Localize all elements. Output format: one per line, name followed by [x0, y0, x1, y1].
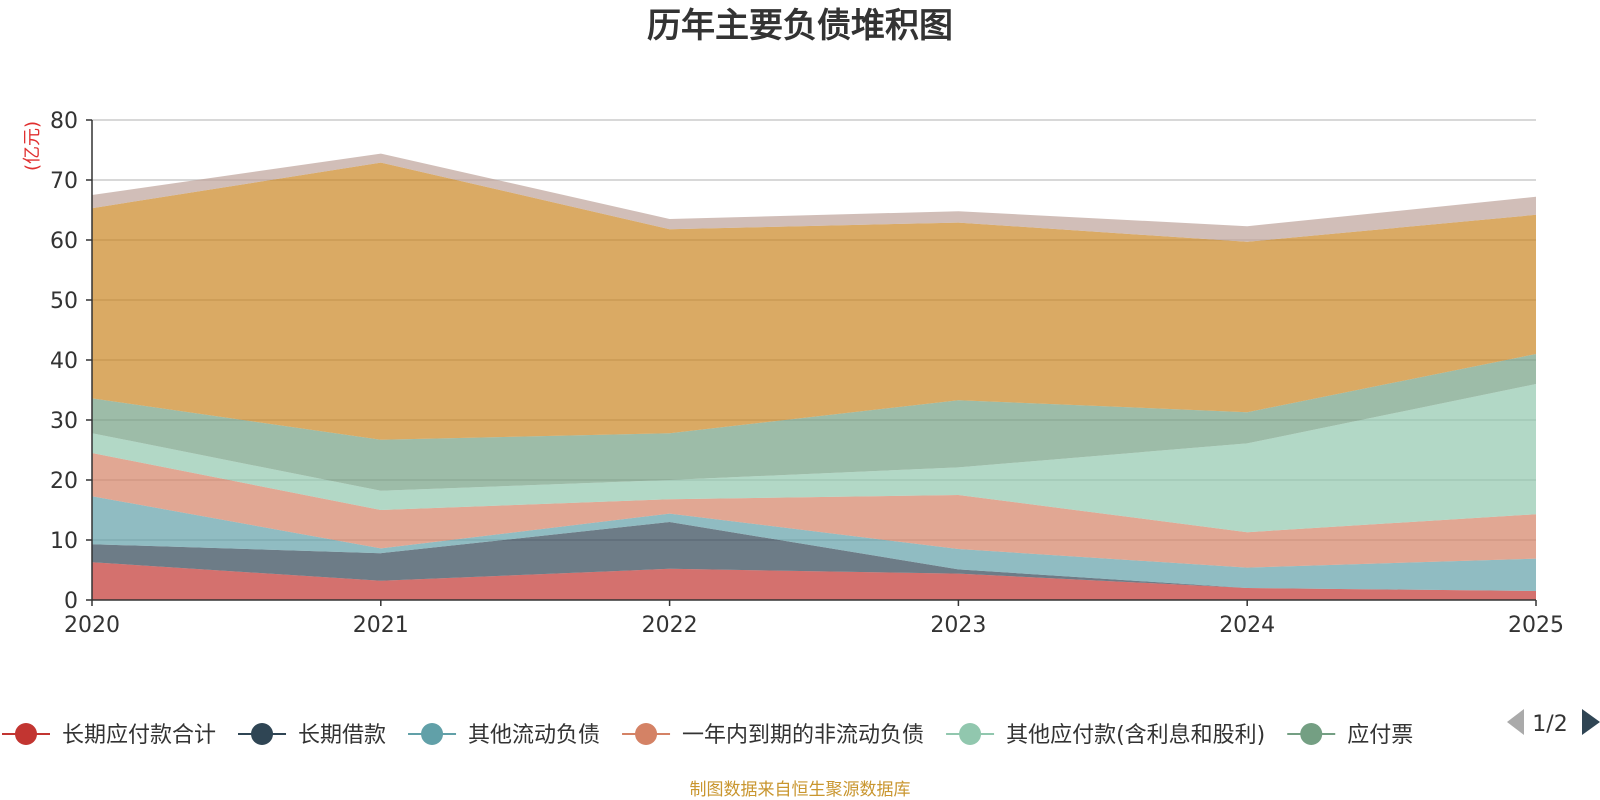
y-tick-label: 40	[50, 349, 78, 374]
legend-item[interactable]: 其他流动负债	[408, 723, 600, 748]
legend-swatch-icon	[959, 723, 982, 745]
legend-swatch-icon	[251, 723, 274, 745]
y-tick-label: 10	[50, 529, 78, 554]
legend-label: 长期借款	[298, 723, 386, 748]
legend-label: 应付票	[1347, 723, 1413, 748]
data-source-note: 制图数据来自恒生聚源数据库	[690, 780, 911, 800]
stacked-areas	[92, 153, 1536, 600]
y-tick-label: 20	[50, 469, 78, 494]
legend-items: 长期应付款合计 长期借款 其他流动负债 一年内到期的非流动负债 其他应付款(含利息和股利…	[2, 723, 1413, 748]
area-series-7[interactable]	[92, 153, 1536, 242]
area-series-3[interactable]	[92, 453, 1536, 568]
area-series-5[interactable]	[92, 354, 1536, 491]
legend-page-indicator: 1/2	[1532, 712, 1567, 737]
legend: 长期应付款合计 长期借款 其他流动负债 一年内到期的非流动负债 其他应付款(含利息和股利…	[2, 723, 1413, 748]
y-axis-unit-label: (亿元)	[22, 121, 43, 171]
area-series-0[interactable]	[92, 562, 1536, 600]
legend-swatch-icon	[421, 723, 444, 745]
legend-next-page-icon[interactable]	[1582, 709, 1600, 735]
legend-label: 其他流动负债	[468, 723, 600, 748]
x-tick-label: 2023	[930, 613, 986, 638]
x-tick-label: 2021	[353, 613, 409, 638]
chart-title: 历年主要负债堆积图	[647, 6, 953, 46]
legend-label: 其他应付款(含利息和股利)	[1006, 723, 1265, 748]
y-tick-label: 60	[50, 229, 78, 254]
legend-label: 一年内到期的非流动负债	[682, 723, 924, 748]
y-tick-label: 30	[50, 409, 78, 434]
legend-item[interactable]: 一年内到期的非流动负债	[622, 723, 924, 748]
y-tick-label: 80	[50, 109, 78, 134]
legend-prev-page-icon[interactable]	[1507, 709, 1524, 735]
axes: 0 10 20 30 40 50 60 70 80 2020 2021 2022 2023 2024 202…	[50, 109, 1564, 638]
y-tick-label: 70	[50, 169, 78, 194]
legend-item[interactable]: 长期借款	[238, 723, 386, 748]
legend-pager: 1/2	[1507, 709, 1600, 737]
area-series-6[interactable]	[92, 162, 1536, 440]
area-series-1[interactable]	[92, 522, 1536, 591]
legend-label: 长期应付款合计	[62, 723, 216, 748]
legend-swatch-icon	[15, 723, 37, 745]
area-series-4[interactable]	[92, 384, 1536, 533]
x-tick-label: 2024	[1219, 613, 1275, 638]
area-series-2[interactable]	[92, 496, 1536, 591]
x-tick-label: 2022	[642, 613, 698, 638]
legend-swatch-icon	[1300, 723, 1323, 745]
legend-item[interactable]: 应付票	[1287, 723, 1413, 748]
x-tick-label: 2025	[1508, 613, 1564, 638]
legend-item[interactable]: 长期应付款合计	[2, 723, 216, 748]
x-tick-label: 2020	[64, 613, 120, 638]
legend-swatch-icon	[635, 723, 658, 745]
legend-item[interactable]: 其他应付款(含利息和股利)	[946, 723, 1265, 748]
y-tick-label: 0	[64, 589, 78, 614]
y-tick-label: 50	[50, 289, 78, 314]
